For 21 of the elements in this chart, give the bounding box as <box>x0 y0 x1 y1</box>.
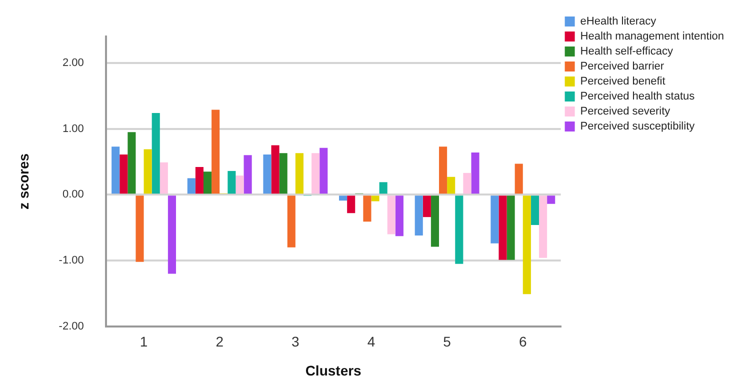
x-tick-label: 1 <box>140 334 148 350</box>
x-tick-label: 4 <box>367 334 376 350</box>
legend-label: Health management intention <box>580 30 724 43</box>
x-axis-title: Clusters <box>305 362 362 378</box>
y-tick-label: 2.00 <box>62 56 84 69</box>
legend-label: Perceived benefit <box>580 76 666 88</box>
legend-label: Perceived susceptibility <box>580 120 696 133</box>
y-tick-label: -1.00 <box>58 254 84 267</box>
legend-label: Perceived barrier <box>580 60 664 73</box>
legend-label: Health self-efficacy <box>580 46 674 58</box>
y-axis-title: z scores <box>15 153 32 210</box>
legend-label: eHealth literacy <box>580 16 657 28</box>
y-tick-label: -2.00 <box>58 320 84 332</box>
x-tick-label: 6 <box>518 334 527 350</box>
y-tick-label: 0.00 <box>62 188 84 201</box>
legend-label: Perceived health status <box>580 90 696 103</box>
y-tick-label: 1.00 <box>62 122 84 135</box>
x-tick-label: 2 <box>216 334 224 350</box>
legend-label: Perceived severity <box>580 106 671 118</box>
x-tick-label: 3 <box>292 334 300 350</box>
x-tick-label: 5 <box>443 334 452 350</box>
